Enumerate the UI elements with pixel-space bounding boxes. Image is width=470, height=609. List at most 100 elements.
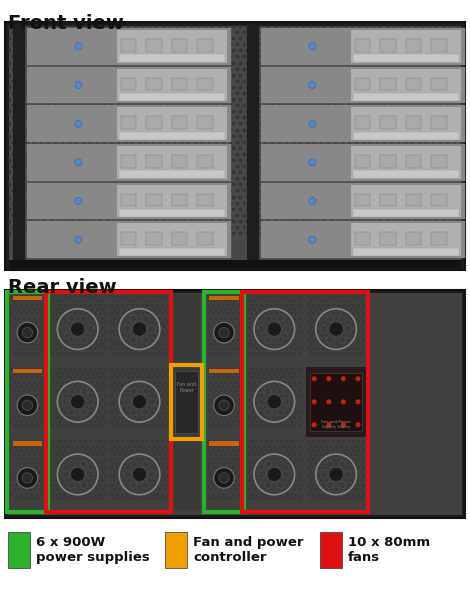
Point <box>166 70 174 80</box>
Point <box>236 394 244 404</box>
Point <box>436 198 443 208</box>
Point <box>96 82 104 92</box>
Point <box>65 198 72 208</box>
Point <box>446 82 454 92</box>
Point <box>245 330 253 340</box>
Point <box>53 208 61 217</box>
Circle shape <box>309 197 316 205</box>
Point <box>299 102 307 112</box>
Point <box>267 53 275 63</box>
Point <box>121 76 128 86</box>
Point <box>83 35 91 45</box>
Point <box>158 399 165 409</box>
Point <box>271 233 279 242</box>
Point <box>313 229 321 239</box>
Point <box>95 243 103 253</box>
Point <box>369 228 377 238</box>
Point <box>73 412 81 421</box>
Point <box>69 239 77 249</box>
Point <box>357 458 364 468</box>
Point <box>19 216 27 226</box>
Point <box>329 74 337 84</box>
Point <box>73 169 81 178</box>
Point <box>390 131 398 141</box>
Point <box>245 484 253 494</box>
Point <box>67 88 75 98</box>
Point <box>115 330 123 340</box>
Point <box>221 449 229 459</box>
Point <box>292 107 300 116</box>
Point <box>67 81 75 91</box>
Point <box>250 368 258 378</box>
Point <box>231 458 239 468</box>
Point <box>55 222 63 231</box>
Point <box>205 100 212 110</box>
Point <box>89 155 97 165</box>
Point <box>383 204 391 214</box>
Point <box>79 76 86 86</box>
Point <box>91 74 99 84</box>
Point <box>93 85 101 94</box>
Point <box>53 194 61 203</box>
Point <box>267 208 275 217</box>
Point <box>342 339 350 349</box>
Point <box>270 458 278 468</box>
Point <box>145 180 153 189</box>
Point <box>158 317 165 327</box>
Point <box>362 107 370 116</box>
Point <box>329 152 337 161</box>
Point <box>65 52 72 62</box>
Point <box>253 309 260 319</box>
Point <box>254 64 261 74</box>
Point <box>57 155 65 165</box>
Point <box>55 35 63 45</box>
Point <box>267 317 275 327</box>
Bar <box>197 116 213 129</box>
Point <box>71 113 79 122</box>
Point <box>288 445 295 455</box>
Point <box>418 204 426 214</box>
Point <box>404 46 412 55</box>
Circle shape <box>22 328 32 338</box>
Point <box>73 141 81 151</box>
Point <box>343 110 351 119</box>
Point <box>12 471 20 481</box>
Point <box>173 94 181 104</box>
Point <box>332 304 339 314</box>
Point <box>305 144 313 154</box>
Point <box>31 43 39 52</box>
Point <box>35 449 42 459</box>
Point <box>33 130 41 140</box>
Point <box>113 373 120 382</box>
Point <box>208 70 216 80</box>
Point <box>446 204 454 214</box>
Point <box>156 210 163 220</box>
Point <box>319 25 327 35</box>
Point <box>287 141 295 151</box>
Point <box>114 161 121 171</box>
Point <box>153 445 160 455</box>
Point <box>289 76 296 86</box>
Point <box>261 74 269 84</box>
Point <box>107 137 114 147</box>
Point <box>39 29 47 38</box>
Point <box>103 190 111 200</box>
Point <box>260 313 267 323</box>
Point <box>143 416 150 426</box>
Point <box>259 155 267 165</box>
Point <box>327 322 335 331</box>
Point <box>32 407 40 417</box>
Point <box>35 166 43 175</box>
Point <box>57 187 65 197</box>
Point <box>85 32 93 42</box>
Point <box>166 204 174 214</box>
Point <box>315 110 323 119</box>
Point <box>10 330 17 340</box>
Point <box>309 29 317 38</box>
Point <box>66 326 74 336</box>
Point <box>103 120 111 130</box>
Point <box>107 198 114 208</box>
Point <box>263 71 271 80</box>
Point <box>41 25 49 35</box>
Circle shape <box>142 409 149 416</box>
